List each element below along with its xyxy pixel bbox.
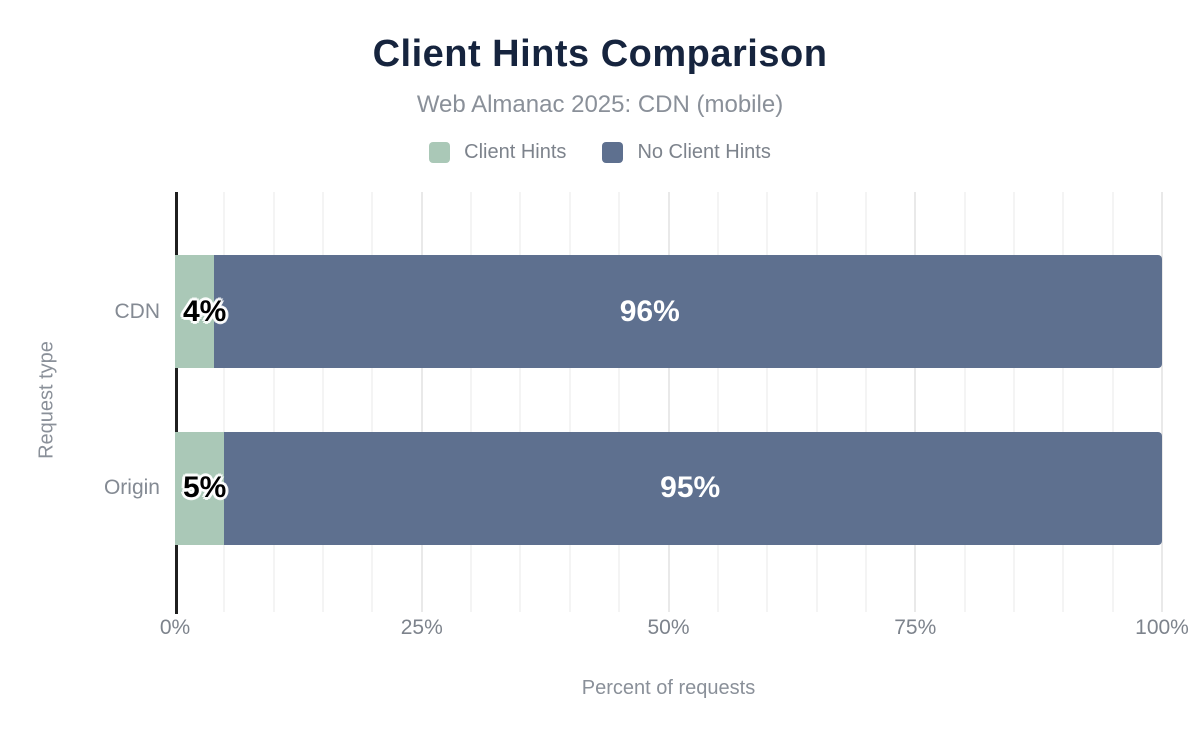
gridline-35 [519,192,522,612]
value-label-cdn-no-client-hints: 96% [619,294,680,328]
value-label-origin-client-hints: 5% [183,471,227,505]
gridline-15 [322,192,325,612]
legend-item-client-hints[interactable]: Client Hints [429,141,566,164]
x-tick-label-50: 50% [647,616,690,639]
gridline-80 [963,192,966,612]
bar-segment-origin-no-client-hints[interactable] [224,431,1162,545]
value-label-origin-no-client-hints: 95% [660,471,721,505]
gridline-55 [716,192,719,612]
gridline-20 [371,192,374,612]
gridline-60 [766,192,769,612]
gridline-30 [470,192,473,612]
gridline-95 [1111,192,1114,612]
gridline-5 [223,192,226,612]
category-label-origin: Origin [103,476,160,500]
x-axis-title: Percent of requests [581,677,756,699]
gridline-10 [272,192,275,612]
gridline-25 [420,192,423,612]
x-tick-label-25: 25% [400,616,443,639]
category-label-cdn: CDN [114,299,161,323]
value-label-cdn-client-hints: 4% [183,294,227,328]
bar-segment-cdn-no-client-hints[interactable] [214,255,1162,369]
gridline-65 [815,192,818,612]
bar-row-cdn: 4% 96% [175,255,1162,369]
chart-title: Client Hints Comparison [372,33,828,75]
y-axis-line [175,192,178,614]
bar-row-origin: 5% 95% [175,431,1162,545]
plot-area: 4% 96% 5% 95% [175,192,1163,614]
x-tick-label-100: 100% [1135,616,1189,639]
x-tick-label-75: 75% [894,616,937,639]
legend: Client Hints No Client Hints [0,141,1200,164]
legend-label: No Client Hints [637,141,771,163]
gridline-40 [568,192,571,612]
gridline-90 [1062,192,1065,612]
gridline-100 [1161,192,1163,612]
legend-swatch-icon [602,142,624,163]
gridline-85 [1012,192,1015,612]
gridline-45 [618,192,621,612]
gridline-75 [914,192,917,612]
x-tick-label-0: 0% [159,616,191,639]
legend-label: Client Hints [464,141,567,163]
legend-swatch-icon [429,142,451,163]
y-axis-title: Request type [35,341,58,459]
gridline-50 [667,192,670,612]
gridline-70 [864,192,867,612]
legend-item-no-client-hints[interactable]: No Client Hints [602,141,771,164]
bar-segment-cdn-client-hints[interactable] [175,255,215,369]
bar-segment-origin-client-hints[interactable] [175,431,225,545]
chart-subtitle: Web Almanac 2025: CDN (mobile) [416,91,784,118]
